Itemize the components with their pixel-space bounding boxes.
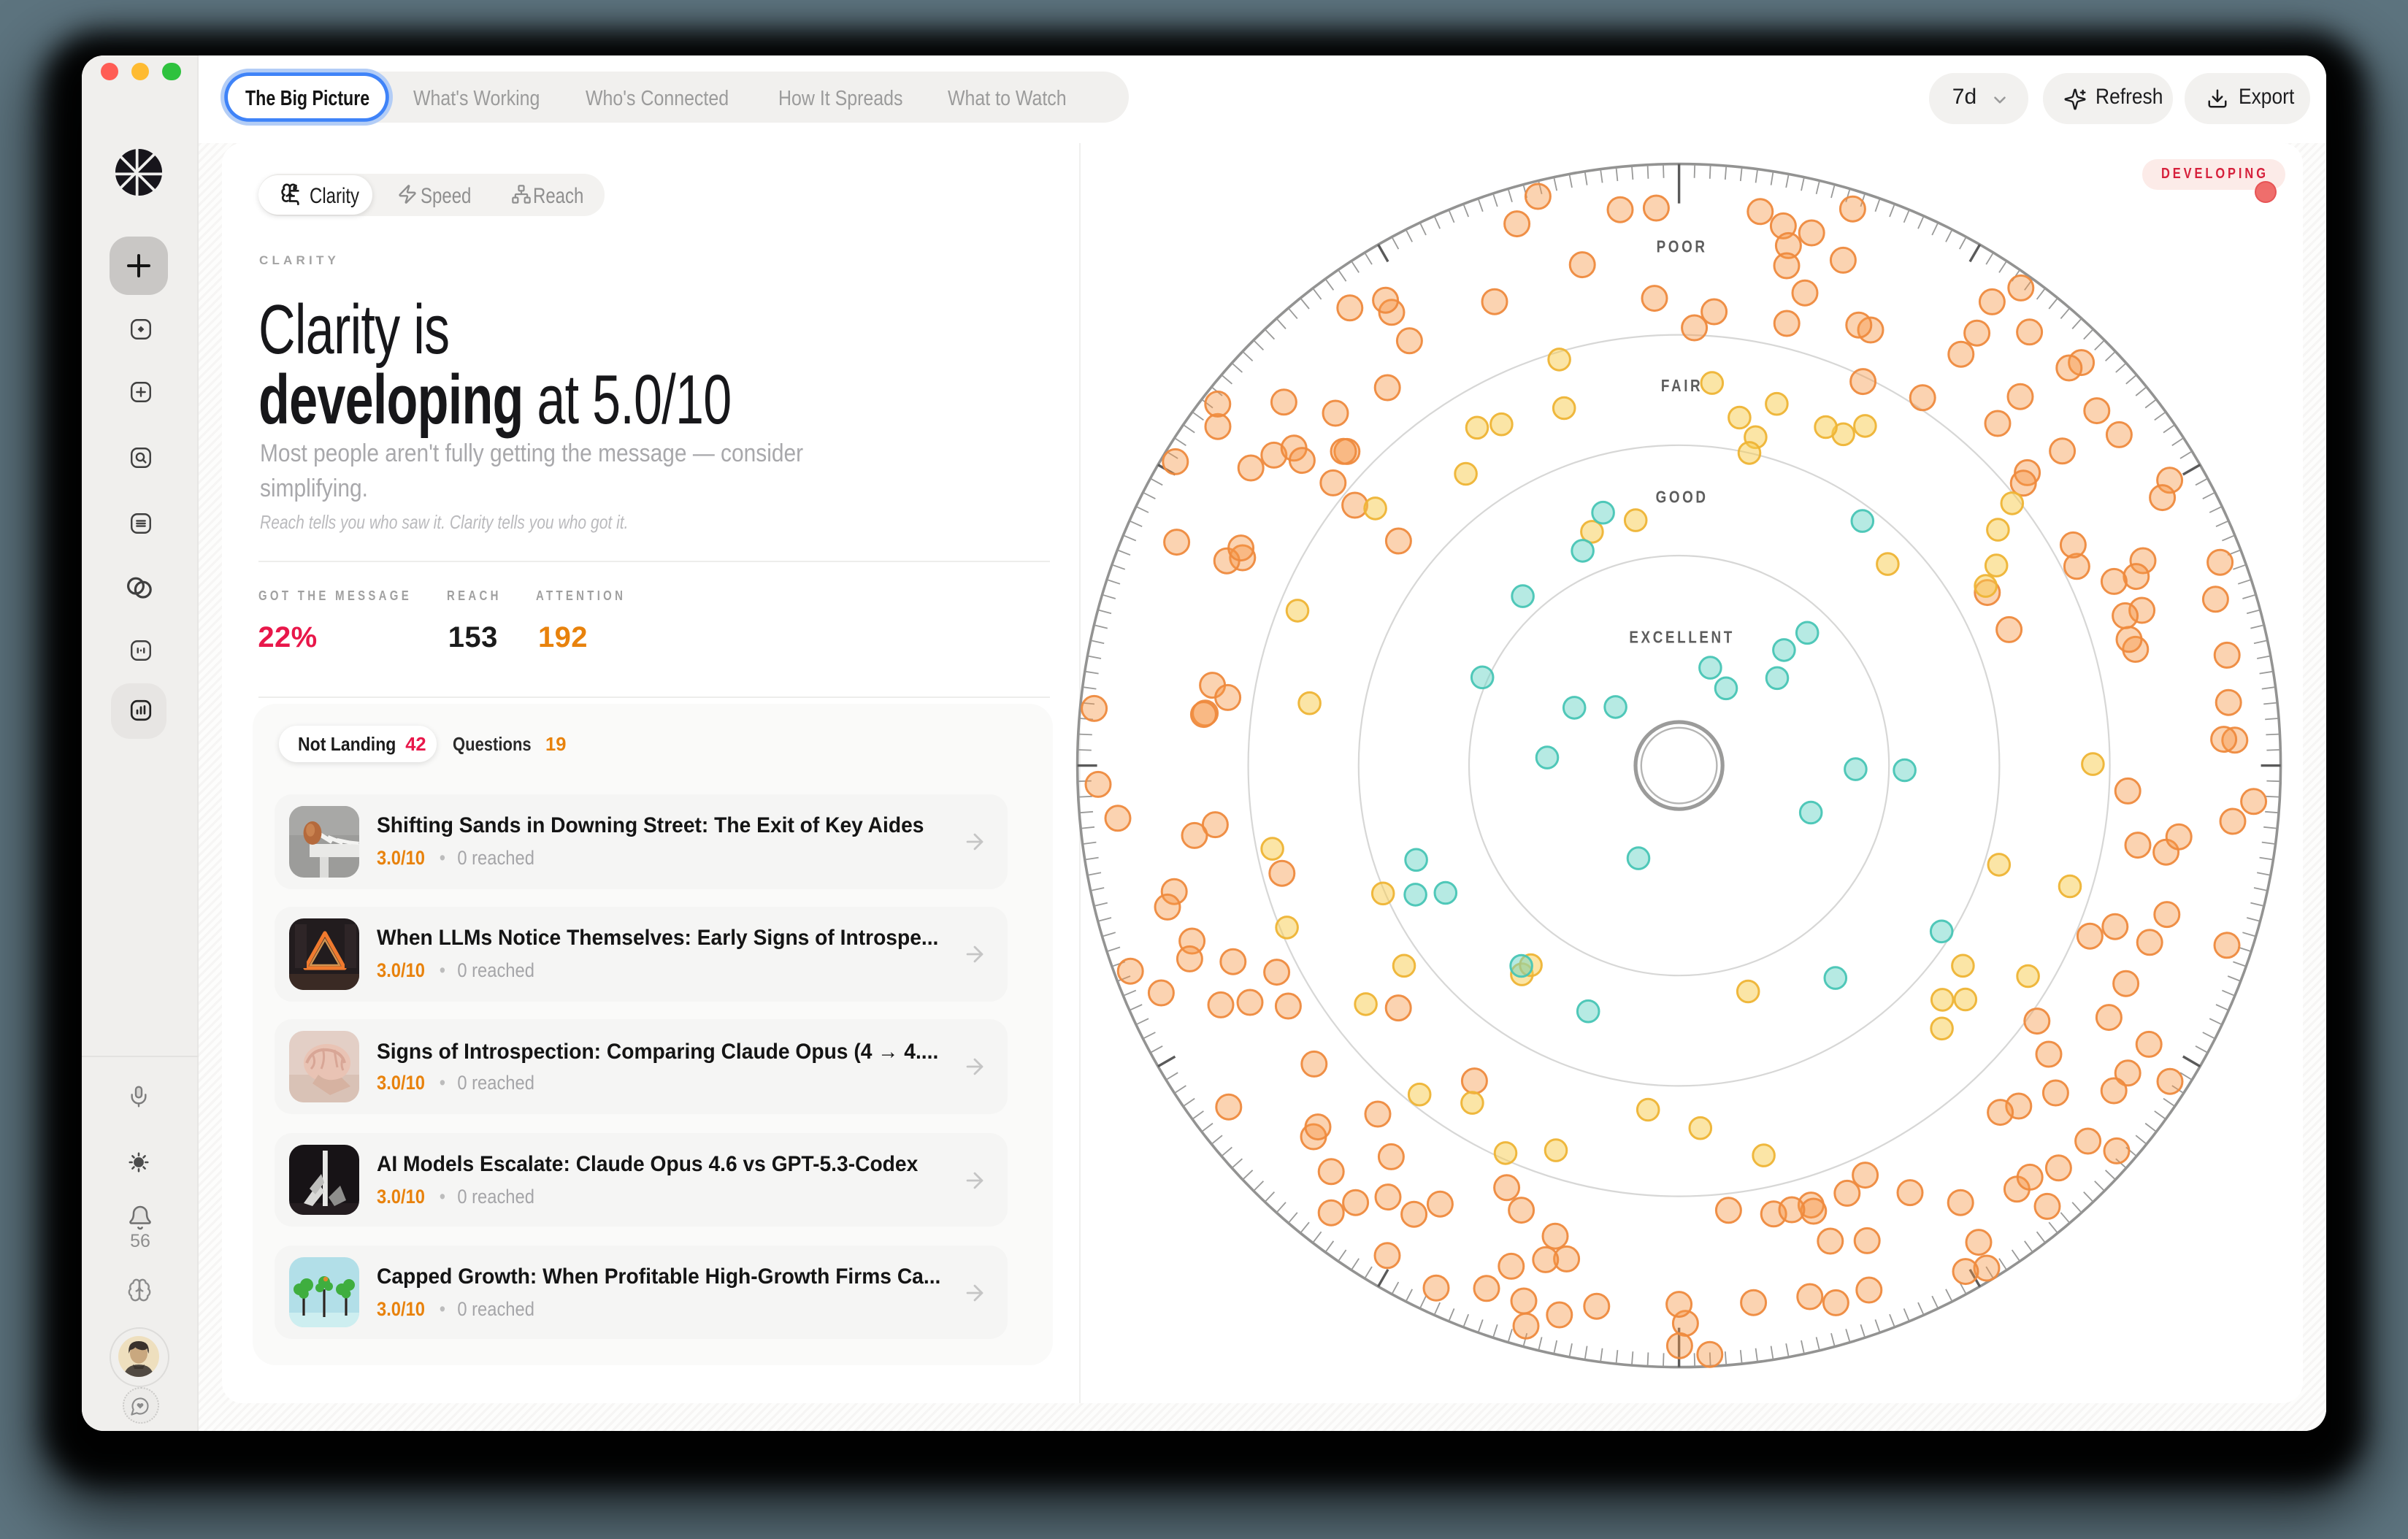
svg-text:FAIR: FAIR [1661, 377, 1703, 395]
svg-text:GOOD: GOOD [1656, 488, 1709, 507]
svg-text:EXCELLENT: EXCELLENT [1629, 629, 1735, 647]
svg-text:POOR: POOR [1657, 238, 1708, 256]
